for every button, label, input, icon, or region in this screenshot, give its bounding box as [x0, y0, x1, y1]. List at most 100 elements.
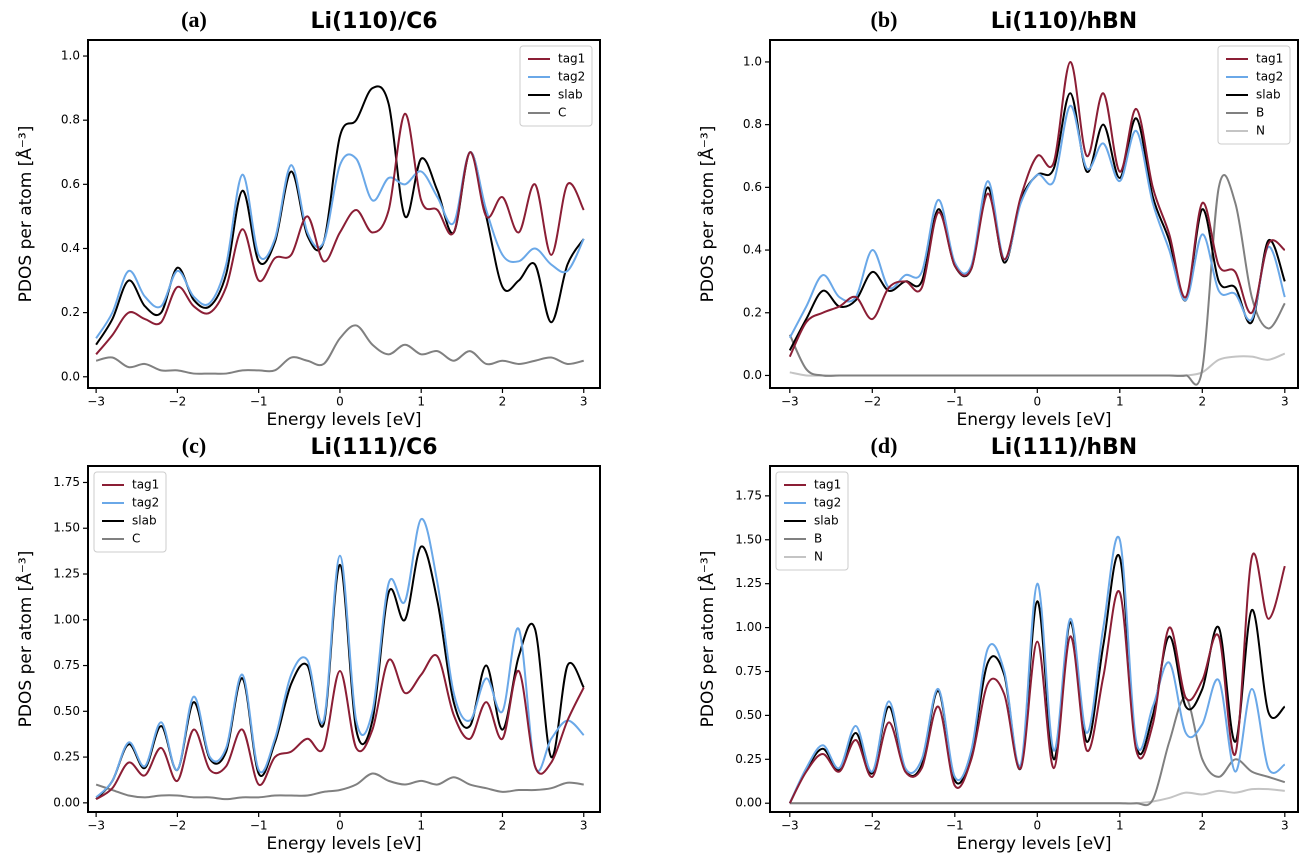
x-tick-label: 1 — [417, 395, 425, 409]
series-line — [788, 552, 1286, 804]
x-tick-label: −2 — [169, 395, 187, 409]
y-axis-label: PDOS per atom [Å⁻³] — [696, 551, 718, 728]
legend-label: N — [814, 550, 823, 564]
panel-title: Li(110)/C6 — [310, 9, 437, 34]
x-tick-label: −1 — [946, 395, 964, 409]
series-line — [95, 112, 585, 355]
y-tick-label: 0.00 — [735, 796, 762, 810]
x-tick-label: −3 — [781, 395, 799, 409]
legend-label: N — [1256, 124, 1265, 138]
y-axis-label: PDOS per atom [Å⁻³] — [696, 126, 718, 303]
x-tick-label: 3 — [580, 819, 588, 833]
series-line — [788, 553, 1286, 804]
panel: (d) Li(111)/hBN Energy levels [eV] PDOS per… — [696, 433, 1299, 854]
y-tick-label: 1.25 — [53, 567, 80, 581]
panel: (b) Li(110)/hBN Energy levels [eV] PDOS per… — [696, 7, 1299, 430]
y-axis-label: PDOS per atom [Å⁻³] — [14, 551, 36, 728]
y-tick-label: 0.00 — [53, 795, 80, 809]
x-axis-label: Energy levels [eV] — [267, 410, 422, 430]
legend-label: tag2 — [1256, 70, 1283, 84]
y-tick-label: 0.4 — [61, 241, 80, 255]
legend-label: slab — [814, 514, 839, 528]
y-tick-label: 1.0 — [743, 54, 762, 68]
panel: (a) Li(110)/C6 Energy levels [eV] PDOS per … — [14, 7, 601, 430]
series-line — [789, 352, 1286, 377]
y-tick-label: 1.0 — [61, 49, 80, 63]
x-tick-label: 0 — [1033, 819, 1041, 833]
x-tick-label: 3 — [1281, 819, 1289, 833]
panel-label: (b) — [871, 7, 898, 32]
y-tick-label: 0.2 — [743, 305, 762, 319]
x-axis-label: Energy levels [eV] — [957, 834, 1112, 854]
panel-title: Li(110)/hBN — [991, 9, 1137, 34]
y-tick-label: 0.75 — [735, 664, 762, 678]
panel-title: Li(111)/hBN — [991, 435, 1137, 460]
x-axis-label: Energy levels [eV] — [267, 834, 422, 854]
x-tick-label: 3 — [580, 395, 588, 409]
y-tick-label: 0.0 — [743, 368, 762, 382]
y-tick-label: 0.75 — [53, 658, 80, 672]
axes-frame — [87, 465, 601, 813]
series-line — [95, 324, 584, 375]
x-tick-label: 0 — [336, 819, 344, 833]
legend-box — [519, 45, 593, 127]
y-tick-label: 1.50 — [735, 532, 762, 546]
x-tick-label: 2 — [499, 395, 507, 409]
x-tick-label: −3 — [781, 819, 799, 833]
legend-box — [1217, 45, 1291, 145]
x-tick-label: −2 — [169, 819, 187, 833]
axes-frame — [769, 465, 1299, 813]
y-tick-label: 0.8 — [61, 113, 80, 127]
x-tick-label: −1 — [250, 395, 268, 409]
y-tick-label: 0.25 — [53, 750, 80, 764]
legend-label: tag1 — [558, 52, 585, 66]
series-line — [788, 104, 1286, 339]
panel-label: (a) — [181, 7, 207, 32]
legend-label: slab — [1256, 88, 1281, 102]
legend-label: C — [558, 106, 566, 120]
legend-label: slab — [558, 88, 583, 102]
y-tick-label: 0.50 — [735, 708, 762, 722]
series-line — [95, 654, 585, 801]
series-line — [95, 151, 585, 339]
x-tick-label: −2 — [863, 819, 881, 833]
series-line — [95, 545, 585, 800]
x-tick-label: 1 — [1116, 819, 1124, 833]
x-tick-label: −1 — [250, 819, 268, 833]
y-tick-label: 1.75 — [53, 475, 80, 489]
y-tick-label: 1.00 — [53, 612, 80, 626]
axes-frame — [87, 39, 601, 389]
y-tick-label: 1.50 — [53, 521, 80, 535]
y-tick-label: 1.25 — [735, 576, 762, 590]
series-line — [789, 696, 1286, 807]
series-line — [95, 518, 585, 799]
y-tick-label: 0.25 — [735, 752, 762, 766]
y-tick-label: 0.50 — [53, 704, 80, 718]
y-tick-label: 1.00 — [735, 620, 762, 634]
panel-label: (c) — [182, 433, 206, 458]
series-line — [788, 174, 1286, 386]
legend-label: tag1 — [132, 478, 159, 492]
legend-label: tag2 — [558, 70, 585, 84]
y-tick-label: 0.6 — [61, 177, 80, 191]
x-tick-label: 1 — [417, 819, 425, 833]
legend-label: tag1 — [814, 478, 841, 492]
legend-label: B — [814, 532, 822, 546]
x-tick-label: 2 — [1198, 395, 1206, 409]
x-tick-label: −2 — [863, 395, 881, 409]
x-tick-label: 1 — [1116, 395, 1124, 409]
x-tick-label: −3 — [87, 395, 105, 409]
x-axis-label: Energy levels [eV] — [957, 410, 1112, 430]
x-tick-label: 2 — [499, 819, 507, 833]
legend-label: slab — [132, 514, 157, 528]
y-tick-label: 0.0 — [61, 369, 80, 383]
panel-title: Li(111)/C6 — [310, 435, 437, 460]
y-axis-label: PDOS per atom [Å⁻³] — [14, 126, 36, 303]
y-tick-label: 0.2 — [61, 305, 80, 319]
legend-box — [775, 471, 849, 571]
x-tick-label: −3 — [87, 819, 105, 833]
series-line — [788, 535, 1286, 804]
axes-frame — [769, 39, 1299, 389]
legend-label: tag2 — [132, 496, 159, 510]
